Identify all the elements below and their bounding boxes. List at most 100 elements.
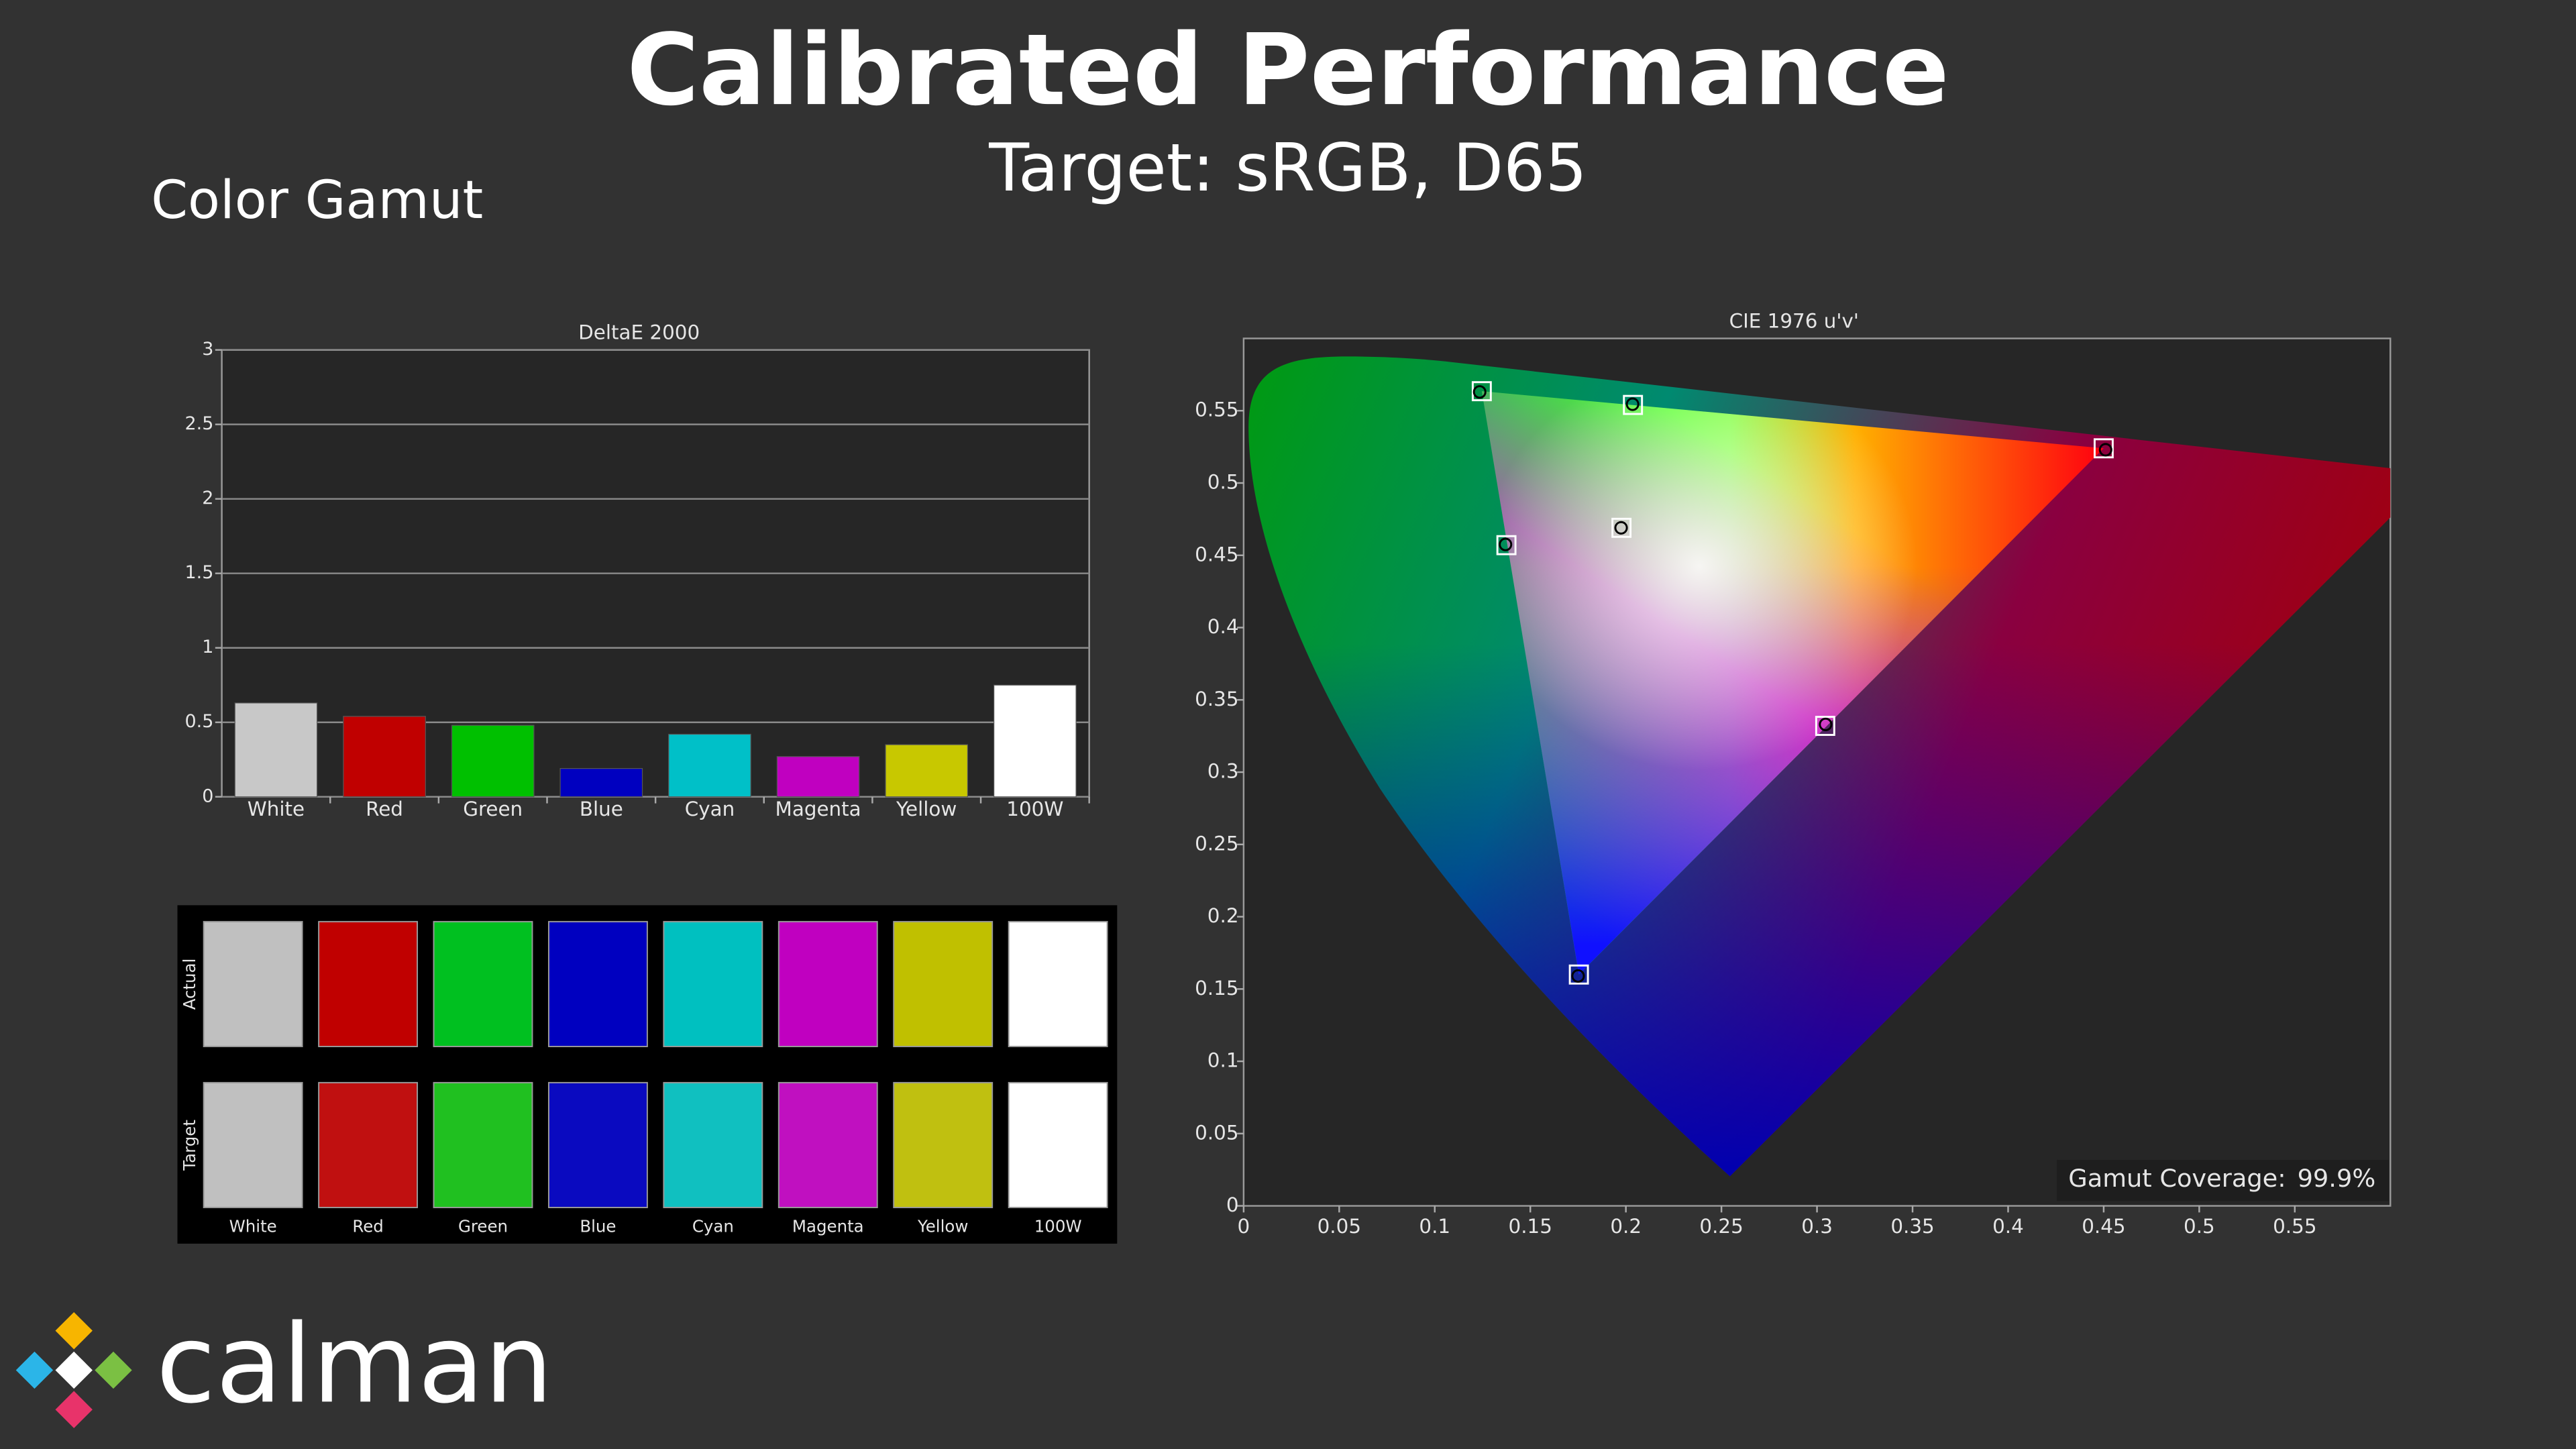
x-tick-label: 0.2 — [1610, 1215, 1642, 1238]
x-tick-label: 0.05 — [1318, 1215, 1361, 1238]
bar — [451, 724, 535, 798]
x-tick-label: 0.3 — [1801, 1215, 1833, 1238]
actual-point — [1499, 537, 1513, 551]
x-tick-label: 100W — [1006, 798, 1063, 820]
target-point — [1611, 517, 1632, 538]
x-tick-label: 0.35 — [1890, 1215, 1934, 1238]
x-tick-label: 0.55 — [2273, 1215, 2316, 1238]
actual-point — [1614, 521, 1628, 535]
x-tick-label: 0.1 — [1419, 1215, 1450, 1238]
column-label: Cyan — [692, 1216, 734, 1236]
row-label: Actual — [180, 959, 199, 1010]
x-tick-label: 0.15 — [1509, 1215, 1552, 1238]
actual-point — [1625, 397, 1640, 411]
section-title: Color Gamut — [151, 170, 483, 231]
actual-point — [1819, 717, 1833, 731]
y-tick-label: 0.2 — [1208, 904, 1239, 927]
target-swatch — [893, 1081, 994, 1208]
target-swatch — [777, 1081, 878, 1208]
srgb-triangle — [1481, 391, 2104, 975]
row-label: Target — [180, 1120, 199, 1171]
x-tick-label: Green — [463, 798, 523, 820]
bar — [668, 733, 751, 798]
actual-swatch — [433, 920, 533, 1047]
target-point — [1568, 964, 1589, 985]
actual-swatch — [318, 920, 419, 1047]
bar — [776, 756, 860, 798]
triangle-fill — [1481, 391, 2104, 975]
actual-point — [1571, 969, 1585, 983]
y-tick-label: 0.05 — [1195, 1121, 1238, 1144]
y-tick-label: 0.5 — [185, 711, 214, 732]
actual-swatch — [1008, 920, 1108, 1047]
column-label: 100W — [1034, 1216, 1082, 1236]
actual-point — [1472, 385, 1487, 399]
page-subtitle: Target: sRGB, D65 — [988, 130, 1587, 207]
x-tick-label: Magenta — [775, 798, 861, 820]
actual-point — [2098, 443, 2112, 457]
x-tick-label: Cyan — [685, 798, 735, 820]
column-label: Yellow — [917, 1216, 968, 1236]
actual-swatch — [547, 920, 648, 1047]
coverage-box — [2057, 1159, 2389, 1201]
target-point — [1623, 394, 1644, 415]
x-tick-label: 0.4 — [1992, 1215, 2024, 1238]
x-tick-label: 0.25 — [1699, 1215, 1743, 1238]
y-tick-label: 1.5 — [185, 562, 214, 583]
bar — [343, 716, 426, 798]
y-tick-label: 2.5 — [185, 413, 214, 434]
coverage-value: 99.9% — [2298, 1164, 2376, 1193]
swatch-panel: Actual Target White Red Green Blue Cyan Magen… — [177, 905, 1118, 1244]
target-swatch — [663, 1081, 763, 1208]
y-tick-label: 0.1 — [1208, 1049, 1239, 1072]
x-tick-label: Red — [366, 798, 403, 820]
chart-title: CIE 1976 u'v' — [1729, 310, 1859, 333]
target-swatch — [547, 1081, 648, 1208]
bar — [559, 767, 643, 798]
y-tick-label: 0.5 — [1208, 471, 1239, 494]
chart-title: DeltaE 2000 — [578, 321, 700, 344]
x-tick-label: 0 — [1238, 1215, 1250, 1238]
actual-swatch — [203, 920, 303, 1047]
coverage-label: Gamut Coverage: — [2068, 1164, 2286, 1193]
y-tick-label: 0.45 — [1195, 543, 1238, 566]
actual-swatch — [893, 920, 994, 1047]
y-tick-label: 0 — [202, 786, 213, 806]
page-title: Calibrated Performance — [627, 13, 1949, 127]
target-point — [2093, 438, 2114, 459]
y-tick-label: 2 — [202, 488, 213, 508]
x-tick-label: Blue — [580, 798, 623, 820]
y-tick-label: 0 — [1226, 1193, 1239, 1216]
bar — [234, 702, 318, 798]
column-label: Red — [352, 1216, 384, 1236]
points — [1471, 381, 2114, 985]
column-label: Blue — [580, 1216, 616, 1236]
logo-text: calman — [156, 1301, 553, 1428]
target-point — [1496, 535, 1517, 555]
logo: calman — [15, 1301, 553, 1428]
x-tick-label: White — [248, 798, 305, 820]
target-point — [1471, 381, 1492, 402]
y-tick-label: 1 — [202, 637, 213, 657]
y-tick-label: 0.15 — [1195, 977, 1238, 1000]
y-tick-label: 0.55 — [1195, 398, 1238, 421]
y-tick-label: 0.4 — [1208, 615, 1239, 638]
actual-swatch — [777, 920, 878, 1047]
target-swatch — [1008, 1081, 1108, 1208]
y-tick-label: 0.35 — [1195, 688, 1238, 710]
logo-icon — [15, 1311, 132, 1428]
column-label: Green — [458, 1216, 508, 1236]
x-tick-label: 0.5 — [2184, 1215, 2215, 1238]
bar — [994, 684, 1077, 798]
deltae-chart: DeltaE 2000 0 0.5 1 1.5 2 2.5 3 White Red Green Bl… — [185, 321, 1090, 820]
cie-chart: CIE 1976 u'v' Gamut Coverage: 99.9% 0 0.0… — [1195, 310, 2392, 1238]
column-label: Magenta — [792, 1216, 864, 1236]
y-tick-label: 3 — [202, 339, 213, 360]
actual-swatch — [663, 920, 763, 1047]
target-swatch — [203, 1081, 303, 1208]
bar — [885, 744, 969, 798]
x-tick-label: Yellow — [896, 798, 957, 820]
target-swatch — [433, 1081, 533, 1208]
